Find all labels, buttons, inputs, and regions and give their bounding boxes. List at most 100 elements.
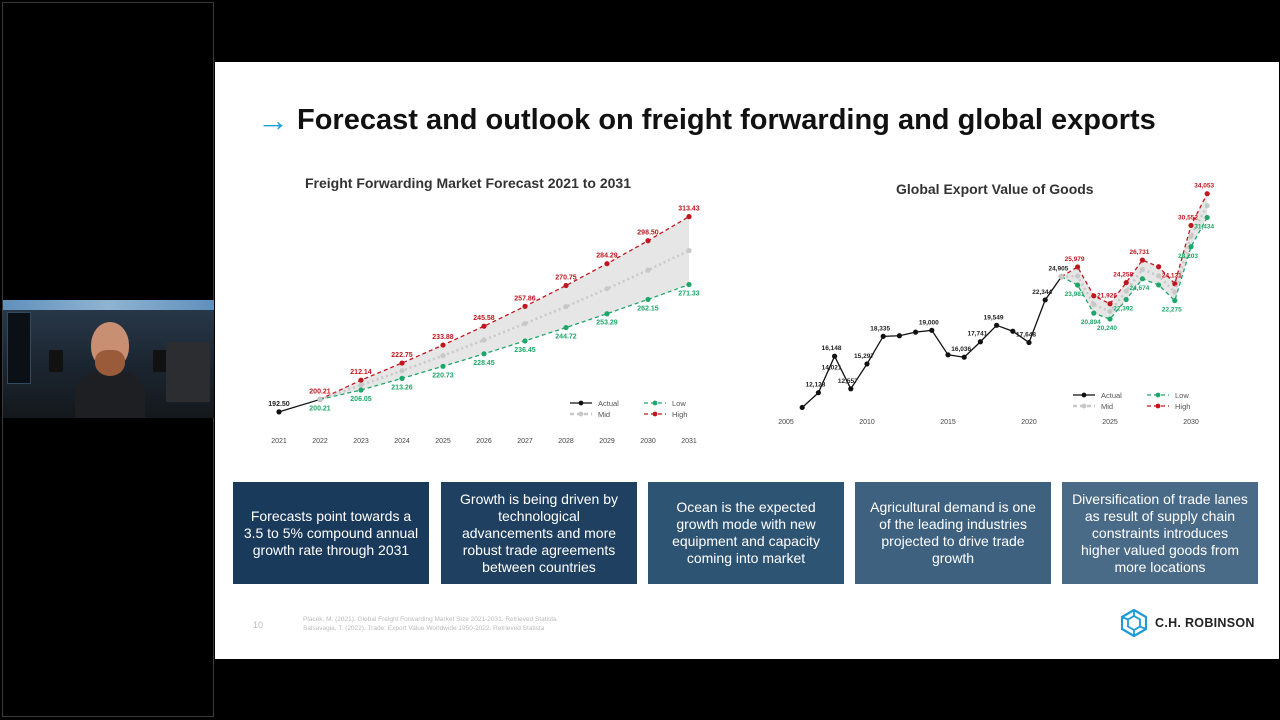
point-low-8 [1188, 244, 1194, 250]
point-mid-0 [1058, 274, 1064, 280]
data-label-actual-3: 12,557 [838, 378, 858, 385]
point-mid-1 [1075, 273, 1081, 279]
freight-forecast-chart: 192.50 200.21 212.14 222.75 233.88 245.58 257.… [268, 206, 700, 445]
x-tick-label-5: 2026 [476, 438, 492, 445]
point-high-4 [481, 323, 487, 329]
point-mid-7 [604, 286, 610, 292]
data-label-low-2: 213.26 [391, 384, 413, 391]
point-high-7 [604, 261, 610, 267]
citation-1: Placek, M. (2021). Global Freight Forwar… [303, 616, 557, 623]
data-label-high-5: 30,552 [1178, 214, 1198, 221]
data-label-actual-11: 22,344 [1032, 289, 1052, 296]
point-mid-6 [563, 304, 569, 310]
point-actual-5 [880, 333, 886, 339]
data-label-actual-9: 19,549 [984, 314, 1004, 321]
data-label-low-4: 24,674 [1129, 285, 1149, 292]
point-low-1 [1075, 282, 1081, 288]
data-label-low-0: 23,981 [1065, 291, 1085, 298]
data-label-actual-1: 14,021 [822, 365, 842, 372]
legend-label-mid: Mid [1101, 402, 1113, 411]
legend-marker-high [1155, 403, 1161, 409]
data-label-actual-2: 16,148 [822, 345, 842, 352]
point-actual-3 [848, 386, 854, 392]
data-label-low-6: 28,203 [1178, 253, 1198, 260]
point-low-2 [399, 375, 405, 381]
point-high-9 [1204, 191, 1210, 197]
point-mid-0 [317, 396, 323, 403]
series-line-mid [319, 249, 690, 401]
export-value-chart: 12,128 14,021 16,148 12,557 15,297 18,335 19,0… [778, 183, 1214, 426]
legend-label-actual: Actual [1101, 391, 1122, 400]
legend-marker-mid [1081, 403, 1087, 409]
point-high-2 [399, 360, 405, 366]
point-low-6 [563, 324, 569, 331]
background-monitor [7, 312, 31, 384]
data-label-low-1: 20,894 [1081, 319, 1101, 326]
point-high-1 [358, 377, 364, 383]
point-mid-2 [1091, 301, 1097, 308]
chart1-title: Freight Forwarding Market Forecast 2021 … [305, 175, 631, 191]
point-actual-0 [276, 409, 282, 415]
series-line-high [319, 216, 690, 401]
point-mid-9 [1204, 202, 1210, 209]
point-high-4 [1123, 279, 1129, 286]
x-tick-label-1: 2022 [312, 438, 328, 445]
data-label-high-0: 200.21 [309, 388, 331, 395]
data-label-high-7: 284.29 [596, 253, 618, 260]
legend-label-mid: Mid [598, 410, 610, 419]
series-line-actual [278, 398, 321, 413]
data-label-low-5: 236.45 [514, 347, 536, 354]
point-low-5 [1139, 276, 1145, 282]
x-tick-label-10: 2031 [681, 438, 697, 445]
legend-marker-actual [578, 400, 584, 406]
data-label-actual-5: 18,335 [870, 325, 890, 332]
citations: Placek, M. (2021). Global Freight Forwar… [303, 615, 557, 633]
point-high-3 [1107, 301, 1113, 307]
point-low-5 [522, 338, 528, 344]
point-high-7 [1172, 281, 1178, 287]
legend-label-high: High [672, 410, 687, 419]
data-label-high-9: 313.43 [678, 206, 700, 213]
data-label-low-0: 200.21 [309, 405, 331, 412]
x-tick-label-8: 2029 [599, 438, 615, 445]
legend-label-low: Low [1175, 391, 1189, 400]
point-low-3 [440, 363, 446, 369]
legend-marker-mid [578, 411, 584, 417]
data-label-low-3: 22,392 [1113, 306, 1133, 313]
point-high-9 [686, 214, 692, 220]
point-low-3 [1107, 316, 1113, 322]
point-actual-14 [1026, 339, 1032, 346]
x-tick-label-2: 2023 [353, 438, 369, 445]
x-tick-label-7: 2028 [558, 438, 574, 445]
point-high-6 [563, 282, 569, 289]
insight-box-1: Forecasts point towards a 3.5 to 5% comp… [233, 482, 429, 584]
data-label-actual-0: 192.50 [268, 401, 290, 408]
x-tick-label-0: 2005 [778, 419, 794, 426]
point-actual-8 [929, 327, 935, 333]
data-label-high-6: 34,053 [1194, 183, 1214, 190]
slide-title: → Forecast and outlook on freight forwar… [257, 102, 1156, 139]
x-tick-label-9: 2030 [640, 438, 656, 445]
point-mid-3 [1107, 308, 1113, 315]
x-tick-label-3: 2020 [1021, 419, 1037, 426]
point-mid-9 [686, 247, 692, 254]
point-mid-3 [440, 353, 446, 359]
data-label-low-4: 228.45 [473, 360, 495, 367]
arrow-right-icon: → [257, 102, 289, 138]
speaker-left [49, 350, 63, 372]
point-actual-2 [832, 353, 838, 359]
insight-box-5: Diversification of trade lanes as result… [1062, 482, 1258, 584]
presenter-video[interactable] [3, 300, 214, 418]
speaker-right [153, 350, 167, 372]
x-tick-label-2: 2015 [940, 419, 956, 426]
presentation-slide: → Forecast and outlook on freight forwar… [215, 62, 1279, 659]
point-low-9 [1204, 214, 1210, 221]
forecast-range-band [320, 216, 689, 400]
data-label-high-4: 24,131 [1162, 273, 1182, 280]
ceiling-light [3, 300, 214, 310]
point-high-5 [1139, 257, 1145, 263]
point-high-2 [1091, 293, 1097, 299]
data-label-low-2: 20,240 [1097, 325, 1117, 332]
series-line-mid [1061, 204, 1209, 313]
data-label-high-1: 212.14 [350, 369, 372, 376]
